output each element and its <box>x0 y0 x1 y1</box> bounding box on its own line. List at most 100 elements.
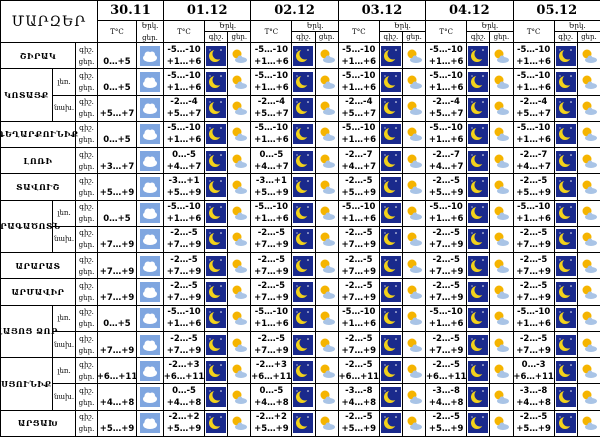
night-temp: -2…-5 <box>345 175 373 186</box>
region-text: ԱՐՑԱԽ <box>17 418 59 429</box>
region-name: ՎԱՅՈՑ ՁՈՐ <box>1 305 57 359</box>
day-temp: +6…+11 <box>513 371 554 382</box>
cloud-icon <box>140 150 160 171</box>
blank <box>116 411 119 423</box>
icon-cell <box>292 305 316 332</box>
sub-area: լեռ. <box>53 305 76 332</box>
icon-cell <box>228 148 252 175</box>
icon-cell <box>403 279 427 306</box>
sky-head: Երկ. <box>379 21 427 32</box>
day-label: ցեր. <box>78 425 95 434</box>
icon-cell <box>554 69 578 96</box>
temp-cell: 0…+5 <box>98 43 137 70</box>
day-temp: +7…+9 <box>341 345 377 356</box>
sun-icon <box>491 255 512 276</box>
day-temp: +5…+9 <box>428 424 464 435</box>
day-temp: +1…+6 <box>254 319 289 330</box>
temp-cell: -5…-10 +1…+6 <box>251 43 293 70</box>
icon-cell <box>315 95 339 122</box>
temp-cell: -2…-7 +4…+7 <box>426 148 468 175</box>
temp-cell: -2…-5 +7…+9 <box>251 331 293 359</box>
day-temp: +1…+6 <box>341 82 377 93</box>
icon-cell <box>403 200 427 227</box>
icon-cell <box>315 279 339 306</box>
temp-cell: -5…-10 +1…+6 <box>164 43 205 70</box>
icon-cell <box>554 226 578 254</box>
night-temp: -2…-5 <box>170 228 198 239</box>
night-label: գիշ. <box>79 229 94 238</box>
icon-cell <box>490 253 514 280</box>
temp-cell: 0…+5 <box>98 69 137 96</box>
night-temp: -5…-10 <box>516 123 551 134</box>
temp-cell: -3…-8 +4…+8 <box>513 384 555 411</box>
icon-cell <box>315 121 339 149</box>
day-temp: +7…+9 <box>428 293 464 304</box>
day-temp: +5…+9 <box>341 187 377 198</box>
temp-cell: -5…-10 +1…+6 <box>164 305 205 332</box>
icon-cell <box>292 69 316 96</box>
time-labels: գիշ. ցեր. <box>76 43 98 70</box>
sun-icon <box>404 150 425 171</box>
temp-cell: -5…-10 +1…+6 <box>164 121 205 149</box>
icon-cell <box>379 305 403 332</box>
moon-icon <box>468 150 489 171</box>
day-temp: +4…+8 <box>166 398 202 409</box>
day-temp: +1…+6 <box>254 82 289 93</box>
night-head: գիշ. <box>379 32 403 43</box>
night-temp: -5…-10 <box>167 123 201 134</box>
night-temp: -2…-5 <box>257 333 286 344</box>
temp-cell: -5…-10 +1…+6 <box>338 200 380 227</box>
night-temp: -5…-10 <box>516 202 551 213</box>
temp-cell: -5…-10 +1…+6 <box>251 200 293 227</box>
temp-cell: -5…-10 +1…+6 <box>426 121 468 149</box>
night-label: գիշ. <box>79 98 94 107</box>
sun-icon <box>316 203 337 224</box>
icon-cell <box>467 69 491 96</box>
sun-icon <box>491 124 512 145</box>
sun-icon <box>316 334 337 355</box>
icon-cell <box>467 305 491 332</box>
region-text: ՏԱՎՈՒՇ <box>16 181 60 192</box>
night-temp: -5…-10 <box>167 202 201 213</box>
sun-icon <box>229 203 250 224</box>
moon-icon <box>555 360 576 381</box>
day-temp: +7…+9 <box>428 240 464 251</box>
icon-cell <box>137 358 164 385</box>
blank <box>116 201 119 213</box>
night-temp: -5…-10 <box>342 202 376 213</box>
moon-icon <box>380 308 401 329</box>
night-temp: -5…-10 <box>342 307 376 318</box>
sun-icon <box>404 71 425 92</box>
date-cell: 30.11 <box>98 1 164 21</box>
moon-icon <box>468 387 489 408</box>
night-temp: -2…-5 <box>432 359 460 370</box>
icon-cell <box>315 200 339 227</box>
temp-cell: -2…-5 +5…+9 <box>513 410 555 437</box>
sun-icon <box>578 124 599 145</box>
icon-cell <box>379 174 403 201</box>
day-temp: +5…+7 <box>254 109 289 120</box>
moon-icon <box>206 150 227 171</box>
moon-icon <box>293 98 314 119</box>
temp-cell: -2…-5 +7…+9 <box>513 226 555 254</box>
icon-cell <box>205 148 229 175</box>
sub-area: լեռ. <box>53 358 76 385</box>
night-temp: -5…-10 <box>342 44 376 55</box>
moon-icon <box>380 98 401 119</box>
sky-head: Երկ. <box>292 21 339 32</box>
icon-cell <box>292 384 316 411</box>
temp-cell: -2…-5 +7…+9 <box>338 279 380 306</box>
sun-icon <box>229 71 250 92</box>
icon-cell <box>467 43 491 70</box>
night-temp: -2…-5 <box>432 175 460 186</box>
sun-icon <box>316 176 337 197</box>
day-temp: +1…+6 <box>516 135 551 146</box>
day-temp: +7…+9 <box>99 240 135 251</box>
sun-icon <box>578 229 599 250</box>
sun-icon <box>578 255 599 276</box>
moon-icon <box>293 255 314 276</box>
night-temp: -2…-5 <box>170 281 198 292</box>
temp-label: T°C <box>352 27 366 36</box>
temp-cell: -2…-5 +7…+9 <box>426 253 468 280</box>
temp-cell: +7…+9 <box>98 226 137 254</box>
